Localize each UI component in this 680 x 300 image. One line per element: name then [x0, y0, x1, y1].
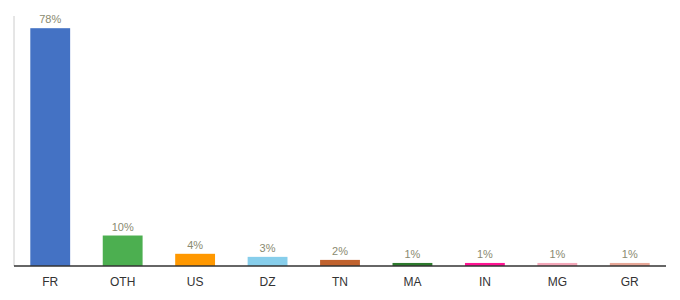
bar	[175, 254, 215, 266]
x-tick-label: MG	[548, 275, 567, 289]
y-axis-line	[14, 16, 15, 266]
x-tick-label: FR	[42, 275, 58, 289]
data-label: 3%	[260, 242, 276, 254]
data-label: 4%	[187, 239, 203, 251]
x-tick-label: MA	[403, 275, 421, 289]
bar	[248, 257, 288, 266]
data-label: 2%	[332, 245, 348, 257]
data-label: 10%	[112, 221, 134, 233]
bar	[320, 260, 360, 266]
x-tick-label: US	[187, 275, 204, 289]
data-label: 1%	[404, 248, 420, 260]
data-label: 1%	[477, 248, 493, 260]
data-label: 1%	[549, 248, 565, 260]
x-tick-label: IN	[479, 275, 491, 289]
bar	[30, 28, 70, 266]
data-label: 78%	[39, 13, 61, 25]
chart: 78% 10% 4% 3% 2% 1% 1% 1% 1% FR OTH US DZ TN MA IN MG GR	[0, 0, 680, 300]
x-tick-label: OTH	[110, 275, 135, 289]
data-label: 1%	[622, 248, 638, 260]
bar	[103, 236, 143, 266]
x-tick-label: DZ	[260, 275, 276, 289]
bars	[30, 28, 649, 266]
x-axis-line	[14, 265, 666, 267]
x-tick-label: TN	[332, 275, 348, 289]
chart-container: 78% 10% 4% 3% 2% 1% 1% 1% 1% FR OTH US DZ TN MA IN MG GR	[0, 0, 680, 300]
x-tick-label: GR	[621, 275, 639, 289]
